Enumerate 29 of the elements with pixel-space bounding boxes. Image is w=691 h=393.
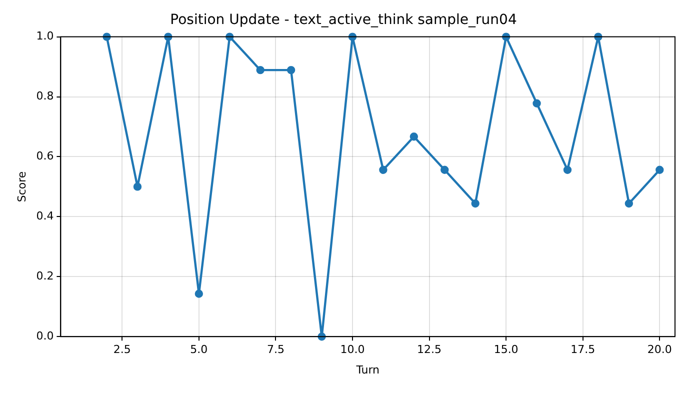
point <box>624 199 634 208</box>
point <box>532 99 541 108</box>
x-tick-label: 12.5 <box>417 343 442 356</box>
x-tick-label: 5.0 <box>190 343 208 356</box>
point <box>656 166 664 174</box>
y-tick-label: 0.4 <box>36 210 54 223</box>
point <box>133 182 142 191</box>
x-tick-label: 7.5 <box>266 343 284 356</box>
x-tick-label: 17.5 <box>570 343 596 356</box>
y-tick-label: 0.2 <box>36 270 54 282</box>
point <box>379 166 388 174</box>
point <box>563 166 572 174</box>
y-tick-label: 0.0 <box>36 329 54 342</box>
x-axis-title: Turn <box>355 363 380 376</box>
chart-title: Position Update - text_active_think sample_run04 <box>170 12 517 28</box>
x-tick-label: 20.0 <box>647 343 672 356</box>
point <box>471 199 480 208</box>
x-tick-label: 10.0 <box>340 343 365 356</box>
x-tick-label: 15.0 <box>494 343 518 356</box>
x-tick-label: 2.5 <box>113 343 131 356</box>
y-tick-label: 0.8 <box>36 90 54 103</box>
point <box>194 290 204 298</box>
point <box>440 166 449 174</box>
point <box>286 66 296 74</box>
y-tick-label: 1.0 <box>36 30 54 43</box>
y-tick-label: 0.6 <box>36 150 54 163</box>
point <box>256 66 264 74</box>
point <box>410 132 418 141</box>
y-axis-title: Score <box>15 171 28 202</box>
